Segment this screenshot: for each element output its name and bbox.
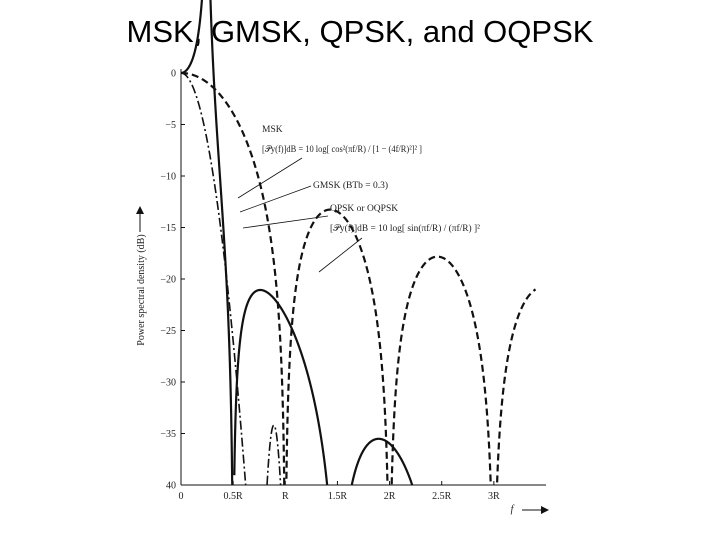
msk-formula: [𝒫y(f)]dB = 10 log[ cos²(πf/R) / [1 − (4…: [262, 144, 422, 155]
y-tick-label: −5: [165, 120, 176, 131]
series-line: [180, 71, 537, 486]
y-tick-label: −15: [160, 223, 176, 234]
series-line: [180, 0, 414, 486]
slide-title: MSK, GMSK, QPSK, and OQPSK: [126, 14, 594, 49]
msk-leader-line: [237, 157, 303, 199]
msk-label: MSK: [262, 125, 283, 135]
y-tick-label: −20: [160, 275, 176, 286]
y-tick-label: −30: [160, 378, 176, 389]
x-tick-label: R: [282, 491, 289, 502]
x-tick-label: 2.5R: [432, 491, 452, 502]
qpsk-leader-line: [242, 215, 329, 229]
qpsk-formula: [𝒫y(f)]dB = 10 log[ sin(πf/R) / (πf/R) ]…: [330, 223, 480, 234]
qpsk-leader-line-2: [318, 237, 363, 273]
y-tick-label: 40: [166, 481, 176, 492]
x-tick-label: 3R: [488, 491, 500, 502]
x-tick-label: 0.5R: [224, 491, 244, 502]
chart-annotations: MSK [𝒫y(f)]dB = 10 log[ cos²(πf/R) / [1 −…: [237, 125, 480, 273]
x-tick-label: 1.5R: [328, 491, 348, 502]
x-axis-arrowhead: [541, 506, 549, 514]
series-gmsk: [180, 72, 282, 486]
qpsk-label: QPSK or OQPSK: [330, 204, 398, 214]
x-tick-label: 0: [179, 491, 184, 502]
y-axis-arrowhead: [136, 206, 144, 214]
y-tick-label: −10: [160, 172, 176, 183]
series-msk: [180, 0, 414, 486]
y-tick-label: −35: [160, 429, 176, 440]
series-qpsk: [180, 71, 537, 486]
chart-series: [180, 0, 537, 486]
y-tick-label: 0: [171, 69, 176, 80]
y-axis-label: Power spectral density (dB): [136, 234, 147, 345]
x-axis-label: f: [511, 504, 515, 515]
gmsk-label: GMSK (BTb = 0.3): [313, 180, 388, 191]
y-tick-label: −25: [160, 326, 176, 337]
gmsk-leader-line: [239, 185, 312, 213]
series-line: [180, 72, 282, 486]
x-tick-label: 2R: [384, 491, 396, 502]
